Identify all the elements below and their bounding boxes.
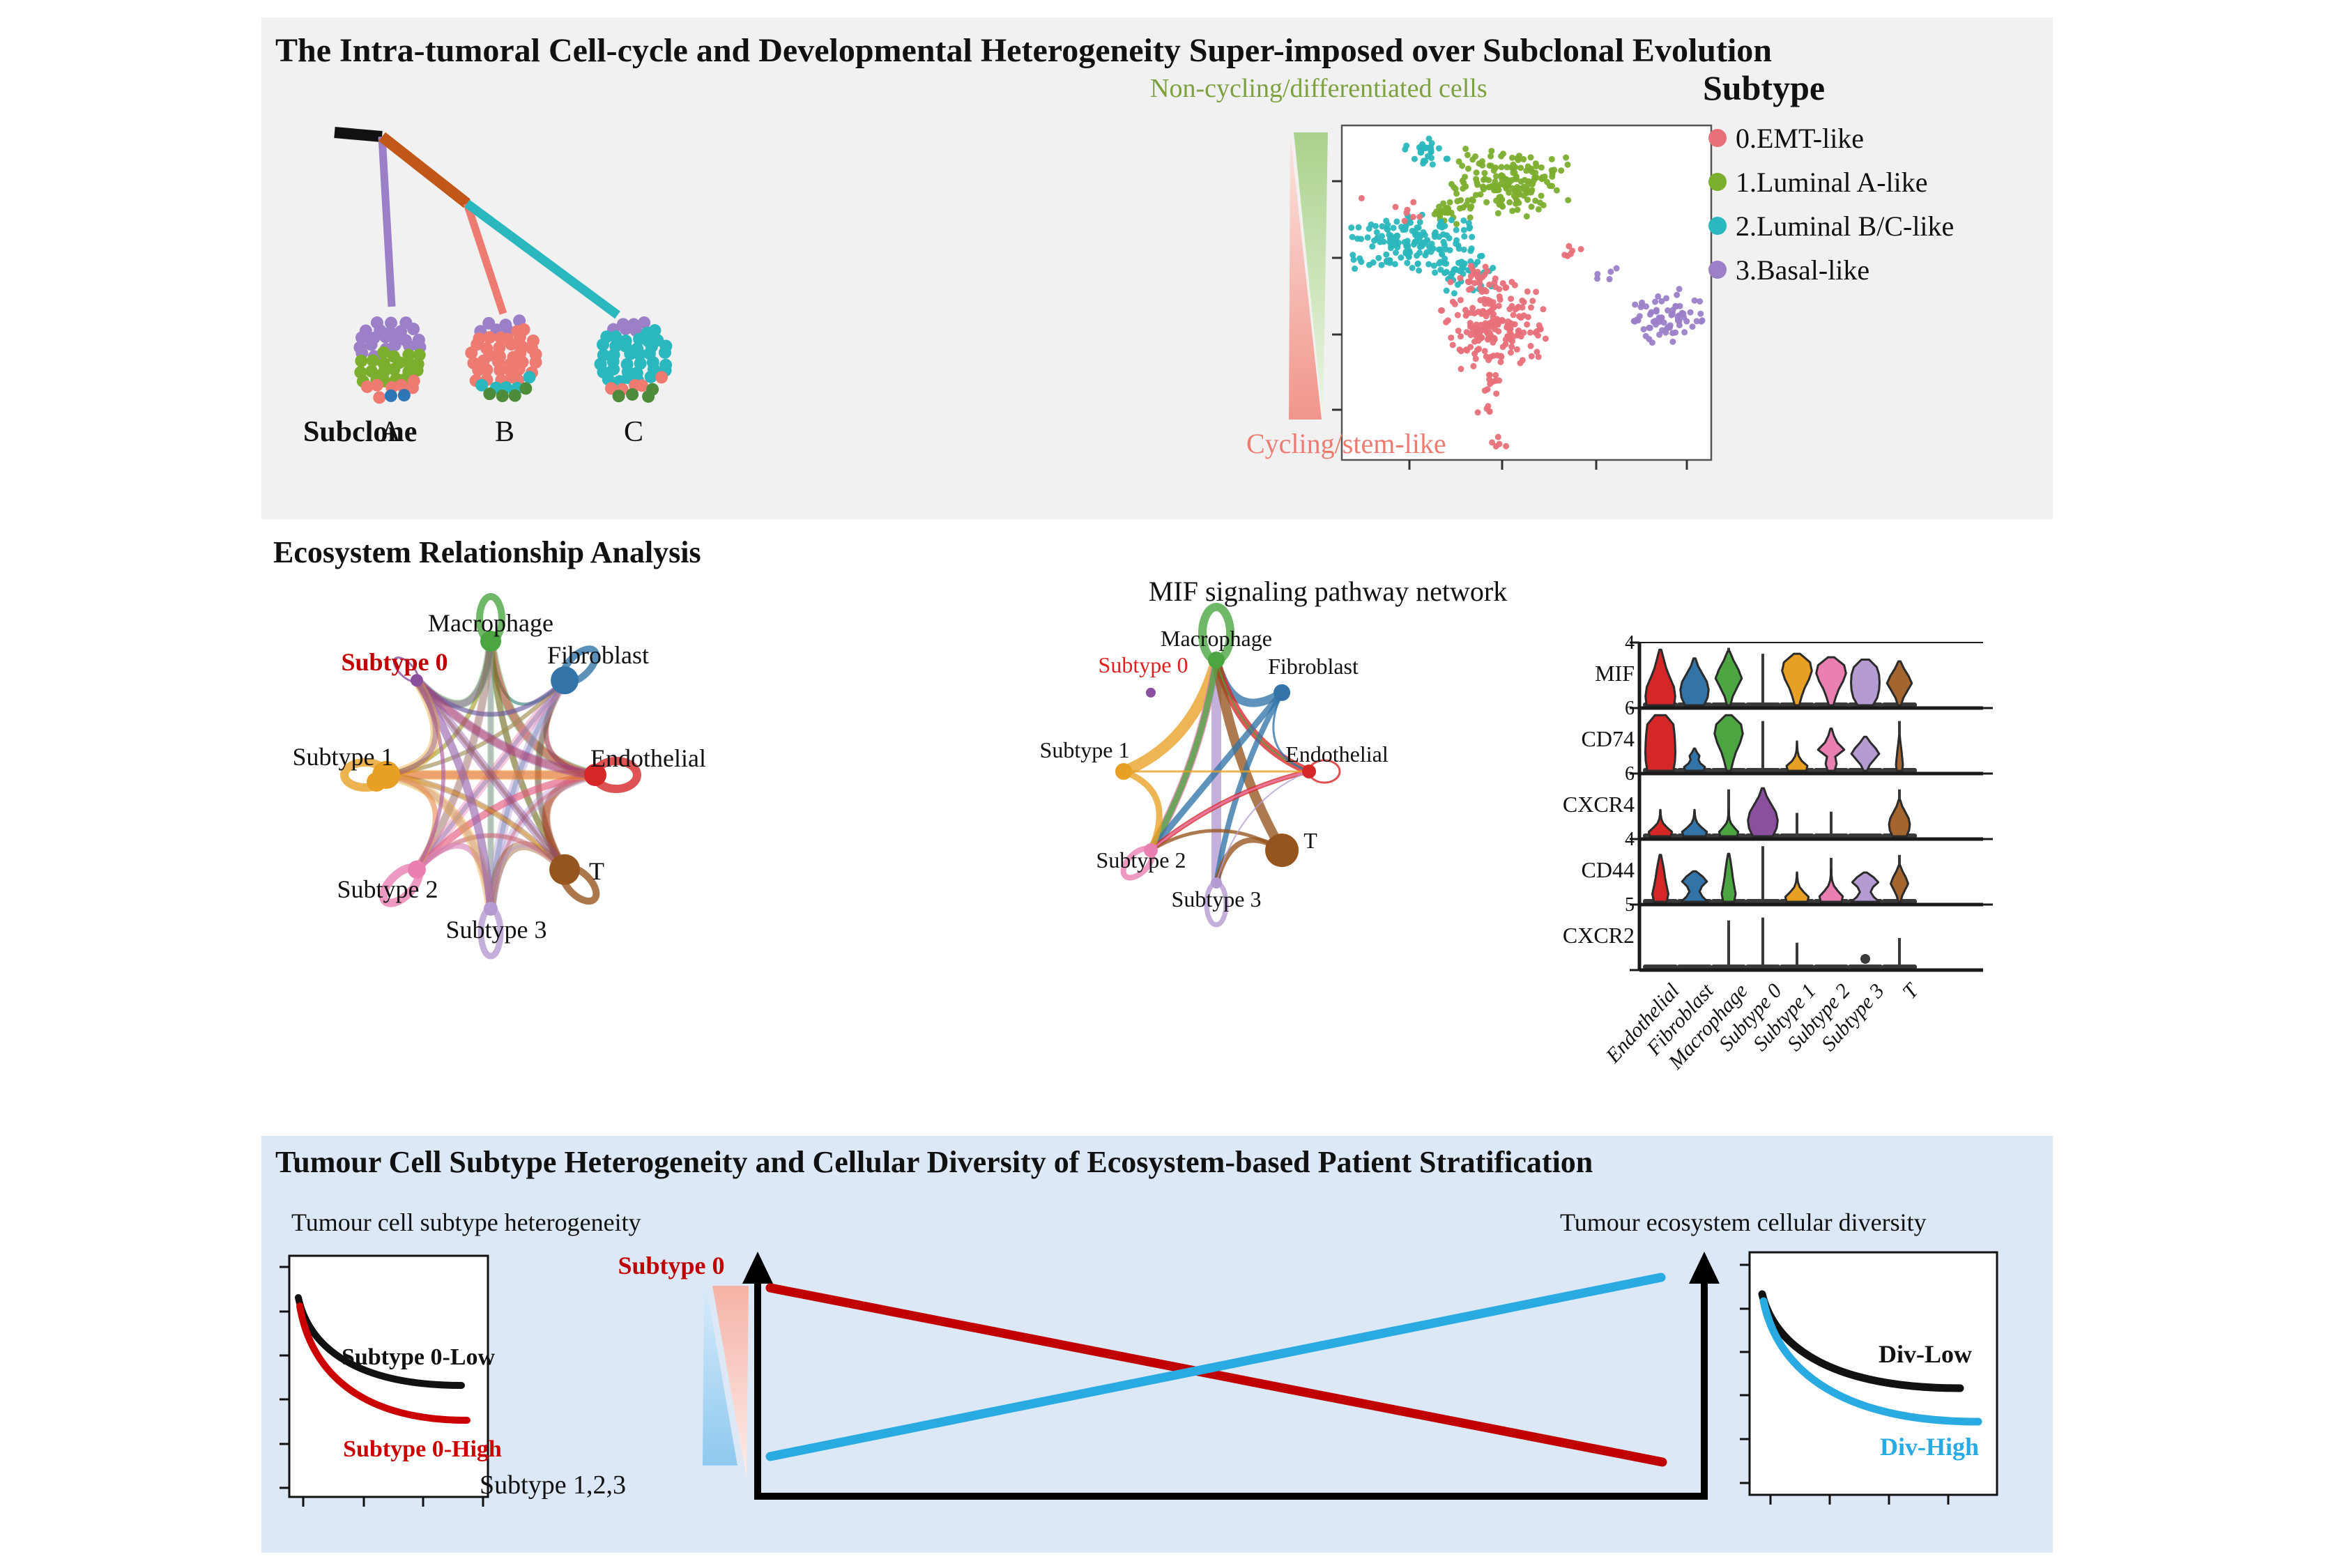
legend-item-luminal-bc: 2.Luminal B/C-like (1736, 210, 1955, 242)
gene-label-cd44: CD44 (1581, 857, 1635, 882)
bottom-title: Tumour Cell Subtype Heterogeneity and Ce… (275, 1145, 1593, 1179)
subtype0-low-label: Subtype 0-Low (341, 1344, 496, 1370)
mif-label-macrophage: Macrophage (1161, 626, 1272, 651)
middle-title: Ecosystem Relationship Analysis (273, 535, 701, 569)
legend-item-emt: 0.EMT-like (1736, 123, 1865, 154)
mif-title: MIF signaling pathway network (1148, 576, 1508, 607)
div-low-label: Div-Low (1879, 1340, 1972, 1368)
ytick-cd74: 6 (1625, 698, 1635, 719)
mif-label-subtype2: Subtype 2 (1096, 847, 1186, 873)
gene-label-cd74: CD74 (1581, 726, 1635, 751)
subclone-c-label: C (623, 416, 644, 448)
legend-title: Subtype (1703, 68, 1826, 107)
left-plot-subtitle: Tumour cell subtype heterogeneity (291, 1208, 641, 1236)
subclone-label: Subclone (303, 416, 418, 448)
ytick-cxcr4: 6 (1625, 763, 1635, 785)
mif-label-subtype3: Subtype 3 (1171, 886, 1262, 912)
chord-label-subtype0: Subtype 0 (341, 648, 448, 676)
mif-label-subtype1: Subtype 1 (1039, 737, 1130, 762)
gene-label-cxcr2: CXCR2 (1562, 923, 1635, 948)
chord-label-endothelial: Endothelial (590, 744, 706, 772)
mif-label-t: T (1303, 828, 1317, 853)
chord-label-subtype2: Subtype 2 (337, 875, 438, 903)
legend-item-basal: 3.Basal-like (1736, 254, 1870, 286)
mif-label-fibroblast: Fibroblast (1268, 654, 1359, 679)
legend-item-luminal-a: 1.Luminal A-like (1736, 167, 1928, 198)
gene-label-cxcr4: CXCR4 (1562, 792, 1635, 817)
gene-label-mif: MIF (1595, 661, 1635, 686)
chord-label-fibroblast: Fibroblast (546, 641, 650, 669)
gradient-subtype0-label: Subtype 0 (618, 1252, 725, 1279)
subclone-a-label: A (379, 416, 401, 448)
gradient-subtype123-label: Subtype 1,2,3 (480, 1470, 627, 1500)
chord-label-subtype1: Subtype 1 (292, 743, 394, 771)
ytick-mif: 4 (1625, 632, 1635, 654)
cycling-label: Cycling/stem-like (1246, 428, 1446, 459)
mif-label-endothelial: Endothelial (1285, 741, 1389, 767)
ytick-cd44: 4 (1625, 829, 1635, 850)
chord-label-subtype3: Subtype 3 (445, 916, 547, 944)
right-plot-subtitle: Tumour ecosystem cellular diversity (1560, 1208, 1927, 1236)
mif-label-subtype0: Subtype 0 (1098, 652, 1188, 677)
chord-label-t: T (589, 857, 604, 885)
ytick-cxcr2: 5 (1625, 894, 1635, 916)
chord-label-macrophage: Macrophage (428, 609, 553, 637)
subtype0-high-label: Subtype 0-High (343, 1436, 502, 1462)
subclone-b-label: B (494, 416, 515, 448)
div-high-label: Div-High (1879, 1433, 1980, 1461)
noncycling-label: Non-cycling/differentiated cells (1150, 74, 1487, 103)
top-title: The Intra-tumoral Cell-cycle and Develop… (275, 32, 1772, 69)
